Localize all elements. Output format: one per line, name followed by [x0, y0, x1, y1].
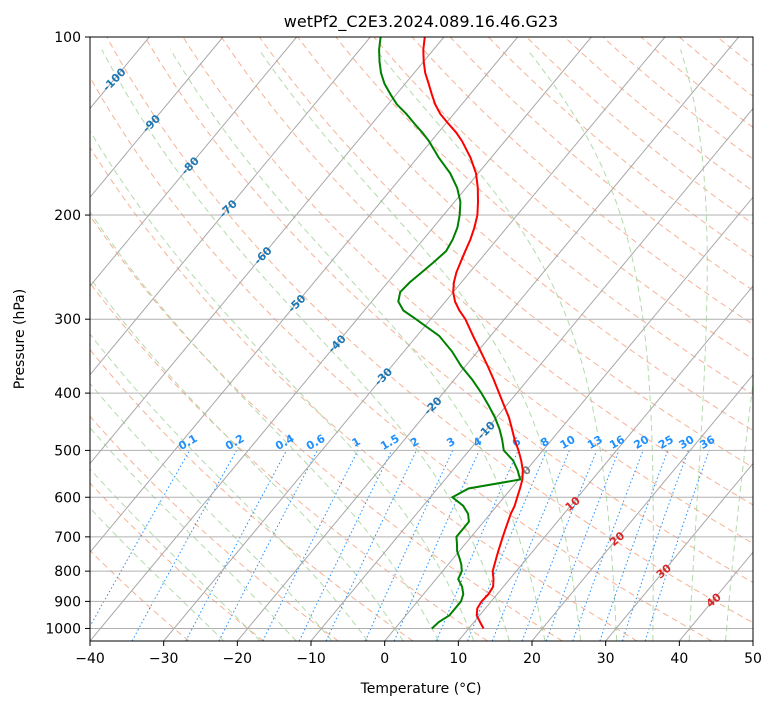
isobars	[90, 37, 753, 629]
x-tick-label: −40	[75, 651, 105, 667]
isotherm-line	[605, 462, 753, 641]
mixing-ratio-line	[491, 450, 570, 641]
y-axis-ticks: 1000 900 800 700 600 500 400 300 200 100	[45, 30, 90, 637]
x-tick-label: −30	[149, 651, 179, 667]
moist-adiabat-line	[725, 379, 753, 641]
isotherms	[90, 37, 753, 641]
y-axis-label: Pressure (hPa)	[12, 289, 28, 389]
x-tick-label: 30	[597, 651, 615, 667]
x-tick-label: −10	[296, 651, 326, 667]
moist-adiabat-line	[90, 210, 439, 641]
moist-adiabats	[90, 49, 753, 641]
isotherm-line	[310, 107, 753, 641]
moist-adiabat-line	[101, 49, 510, 641]
mixing-ratio-line	[572, 450, 644, 641]
dry-adiabat-line	[90, 549, 190, 641]
isotherm-line	[457, 285, 753, 641]
mixing-ratio-line	[644, 450, 710, 641]
dewpoint-line	[378, 37, 522, 630]
isotherm-line	[90, 37, 445, 465]
isotherm-line	[90, 37, 592, 641]
background-lines: 0.1 0.2 0.4 0.6 1 1.5 2 3 4 6 8 10 13 16 20 25 30 36-100-…	[90, 37, 753, 641]
y-tick-label: 800	[54, 564, 81, 580]
isotherm-line	[384, 196, 753, 641]
y-tick-label: 300	[54, 312, 81, 328]
isotherm-line	[163, 37, 666, 641]
y-tick-label: 500	[54, 443, 81, 459]
mixing-ratio-line	[90, 450, 191, 628]
x-tick-label: −20	[223, 651, 253, 667]
moist-adiabat-line	[169, 49, 546, 641]
dry-adiabat-line	[90, 146, 638, 641]
moist-adiabat-line	[90, 427, 297, 641]
isotherm-line	[236, 37, 740, 641]
dry-adiabat-line	[411, 37, 753, 325]
dry-adiabat-line	[297, 37, 753, 432]
mixing-ratio-line	[521, 450, 598, 641]
moist-adiabat-line	[680, 49, 708, 641]
y-tick-label: 100	[54, 30, 81, 46]
isotherm-line	[90, 37, 298, 287]
dry-adiabat-line	[335, 37, 753, 396]
moist-adiabat-line	[90, 333, 369, 641]
dry-adiabat-line	[90, 282, 488, 641]
plot-background	[90, 37, 753, 641]
y-tick-label: 400	[54, 386, 81, 402]
isotherm-line	[90, 37, 224, 199]
y-tick-label: 1000	[45, 621, 81, 637]
x-tick-label: 10	[449, 651, 467, 667]
chart-title: wetPf2_C2E3.2024.089.16.46.G23	[284, 12, 558, 32]
dry-adiabat-line	[90, 348, 414, 641]
x-tick-label: 50	[744, 651, 762, 667]
isotherm-line	[531, 373, 753, 641]
mixing-ratio-line	[545, 450, 620, 641]
isotherm-line	[90, 37, 371, 376]
isotherm-line	[90, 37, 519, 554]
y-tick-label: 600	[54, 490, 81, 506]
mixing-ratio-line	[131, 450, 238, 641]
mixing-ratio-line	[262, 450, 359, 641]
mixing-ratio-line	[621, 450, 689, 641]
plot-frame	[89, 36, 754, 642]
moist-adiabat-line	[527, 49, 654, 641]
mixing-ratio-line	[599, 450, 669, 641]
temperature-line	[422, 37, 524, 629]
dry-adiabat-line	[373, 37, 753, 360]
mixing-ratio-line	[185, 450, 288, 641]
y-tick-label: 200	[54, 208, 81, 224]
dry-adiabat-line	[90, 482, 264, 641]
dry-adiabats	[90, 37, 753, 641]
y-tick-label: 700	[54, 530, 81, 546]
x-tick-label: 20	[523, 651, 541, 667]
dry-adiabat-line	[90, 76, 712, 641]
moist-adiabat-line	[90, 277, 404, 641]
x-tick-label: 40	[670, 651, 688, 667]
x-axis-label: Temperature (°C)	[360, 681, 482, 697]
profiles	[378, 37, 524, 630]
moist-adiabat-line	[90, 129, 475, 641]
moist-adiabat-line	[90, 382, 333, 641]
y-tick-label: 900	[54, 594, 81, 610]
x-axis-ticks: −40 −30 −20 −10 0 10 20 30 40 50	[75, 641, 762, 667]
x-tick-label: 0	[380, 651, 389, 667]
